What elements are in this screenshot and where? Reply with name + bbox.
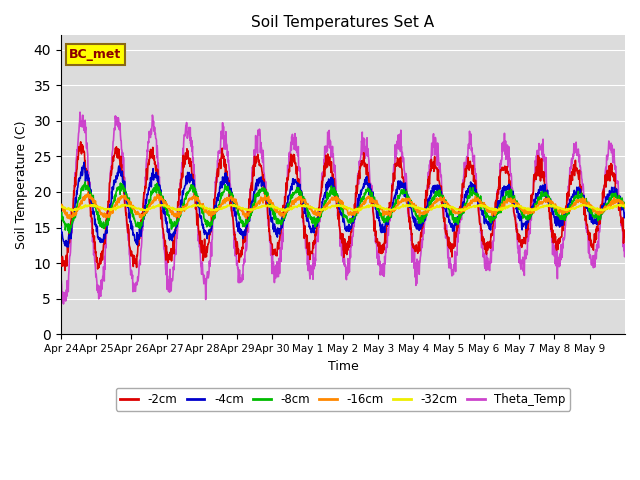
Theta_Temp: [621, 242, 629, 248]
-2cm: [329, 171, 337, 177]
-32cm: [621, 203, 629, 209]
Line: -16cm: -16cm: [61, 193, 625, 219]
-16cm: [477, 198, 484, 204]
-16cm: [329, 196, 337, 202]
Theta_Temp: [477, 230, 484, 236]
-2cm: [146, 149, 154, 155]
Line: -32cm: -32cm: [61, 204, 625, 211]
-32cm: [318, 207, 326, 213]
-16cm: [84, 190, 92, 196]
Line: -4cm: -4cm: [61, 162, 625, 247]
-32cm: [614, 203, 622, 208]
Theta_Temp: [318, 180, 326, 186]
-2cm: [318, 184, 326, 190]
-4cm: [614, 195, 622, 201]
-4cm: [57, 224, 65, 230]
-4cm: [80, 159, 88, 165]
-2cm: [477, 221, 484, 227]
-8cm: [318, 209, 326, 215]
-8cm: [81, 179, 89, 185]
-16cm: [621, 205, 629, 211]
-8cm: [329, 186, 337, 192]
-32cm: [477, 203, 484, 208]
-16cm: [559, 208, 567, 214]
-4cm: [318, 199, 326, 204]
-32cm: [559, 206, 567, 212]
Line: Theta_Temp: Theta_Temp: [61, 112, 625, 304]
Title: Soil Temperatures Set A: Soil Temperatures Set A: [252, 15, 435, 30]
Theta_Temp: [76, 109, 84, 115]
-4cm: [559, 212, 567, 218]
-32cm: [146, 205, 154, 211]
-4cm: [477, 206, 484, 212]
Theta_Temp: [146, 133, 154, 139]
-32cm: [68, 208, 76, 214]
Theta_Temp: [614, 188, 622, 193]
-2cm: [61, 268, 68, 274]
-4cm: [65, 244, 72, 250]
-8cm: [65, 230, 73, 236]
-16cm: [614, 196, 622, 202]
-4cm: [146, 180, 154, 186]
-8cm: [559, 215, 567, 220]
-2cm: [614, 203, 622, 208]
Theta_Temp: [57, 287, 65, 292]
-32cm: [441, 201, 449, 207]
-16cm: [57, 203, 65, 208]
-8cm: [57, 212, 65, 218]
Theta_Temp: [559, 235, 567, 241]
-16cm: [318, 207, 326, 213]
-16cm: [146, 204, 154, 209]
-2cm: [621, 228, 629, 233]
-2cm: [57, 257, 65, 263]
-16cm: [65, 216, 73, 222]
X-axis label: Time: Time: [328, 360, 358, 372]
Line: -8cm: -8cm: [61, 182, 625, 233]
Legend: -2cm, -4cm, -8cm, -16cm, -32cm, Theta_Temp: -2cm, -4cm, -8cm, -16cm, -32cm, Theta_Te…: [116, 388, 570, 410]
-2cm: [559, 228, 567, 233]
-32cm: [57, 203, 65, 209]
-32cm: [328, 203, 336, 208]
Text: BC_met: BC_met: [69, 48, 122, 61]
-4cm: [329, 177, 337, 183]
-8cm: [614, 196, 622, 202]
-4cm: [621, 211, 629, 216]
-2cm: [77, 139, 84, 145]
Theta_Temp: [329, 154, 337, 160]
-8cm: [477, 193, 484, 199]
-8cm: [621, 205, 629, 211]
Line: -2cm: -2cm: [61, 142, 625, 271]
Y-axis label: Soil Temperature (C): Soil Temperature (C): [15, 120, 28, 249]
-8cm: [146, 197, 154, 203]
Theta_Temp: [60, 301, 67, 307]
